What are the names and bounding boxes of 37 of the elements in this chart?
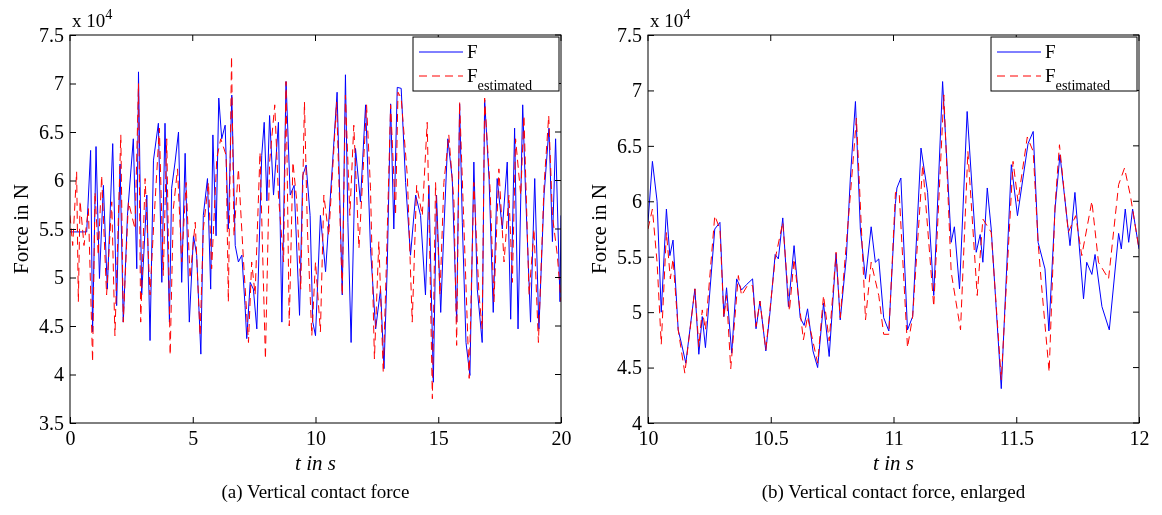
y-tick-label: 6.5	[617, 134, 642, 157]
y-tick-label: 5	[54, 266, 64, 289]
y-tick-label: 5	[632, 301, 642, 324]
y-tick-label: 7.5	[617, 23, 642, 46]
y-tick-label: 7.5	[39, 23, 64, 46]
legend-label: F	[1045, 41, 1056, 62]
text: (b) Vertical contact force, enlarged	[761, 481, 1026, 503]
legend-label: F	[467, 41, 478, 62]
y-axis-title: Force in N	[9, 184, 33, 274]
text: (a) Vertical contact force	[221, 481, 410, 503]
x-tick-label: 20	[551, 427, 572, 450]
text: x 10$^{4}$	[72, 6, 113, 31]
x-tick-label: 11	[884, 427, 904, 450]
x-tick-label: 12	[1129, 427, 1150, 450]
legend-label: F$_{estimated}$	[467, 65, 533, 93]
y-tick-label: 4.5	[617, 356, 642, 379]
x-tick-label: 0	[65, 427, 76, 450]
y-tick-label: 7	[632, 79, 642, 102]
y-tick-label: 4	[54, 363, 64, 386]
y-tick-label: 6	[632, 190, 642, 213]
y-tick-label: 6	[54, 169, 64, 192]
x-axis-title: t in s	[873, 451, 914, 475]
y-tick-label: 4.5	[39, 314, 64, 337]
y-tick-label: 3.5	[39, 411, 64, 434]
x-tick-label: 10.5	[753, 427, 789, 450]
x-tick-label: 5	[188, 427, 199, 450]
y-tick-label: 5.5	[617, 245, 642, 268]
text: x 10$^{4}$	[650, 6, 691, 31]
x-tick-label: 15	[428, 427, 449, 450]
y-tick-label: 7	[54, 72, 64, 95]
legend-label: F$_{estimated}$	[1045, 65, 1111, 93]
x-axis-title: t in s	[295, 451, 336, 475]
y-tick-label: 5.5	[39, 217, 64, 240]
y-tick-label: 6.5	[39, 120, 64, 143]
y-axis-title: Force in N	[587, 184, 611, 274]
x-tick-label: 10	[306, 427, 326, 450]
x-tick-label: 11.5	[999, 427, 1034, 450]
